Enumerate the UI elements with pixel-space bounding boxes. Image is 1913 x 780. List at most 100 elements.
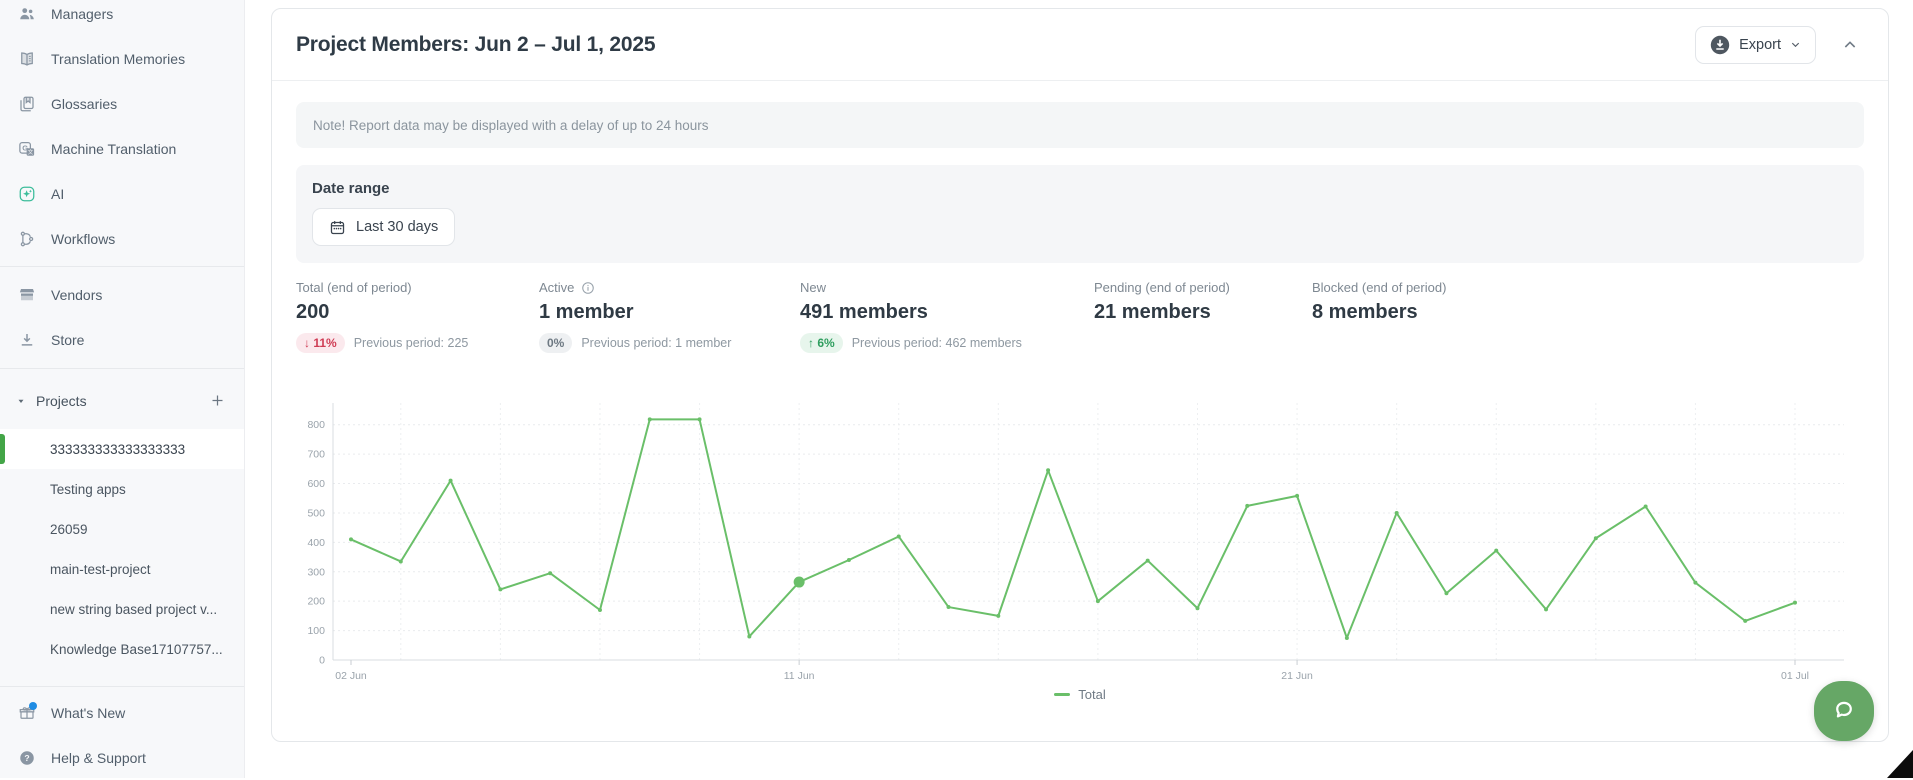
- stat-value: 21 members: [1094, 301, 1312, 324]
- sidebar-item-label: Store: [51, 332, 84, 348]
- caret-down-icon: [1790, 39, 1801, 50]
- book-icon: [18, 50, 36, 68]
- svg-text:?: ?: [24, 753, 29, 763]
- collapse-button[interactable]: [1838, 33, 1862, 57]
- sidebar-item-label: Translation Memories: [51, 51, 185, 67]
- trend-badge: ↑ 6%: [800, 333, 843, 353]
- sidebar-item-label: Glossaries: [51, 96, 117, 112]
- ai-sparkle-icon: [18, 185, 36, 203]
- note-text: Note! Report data may be displayed with …: [313, 118, 709, 133]
- project-item-label: 26059: [50, 522, 88, 537]
- sidebar-item-store[interactable]: Store: [0, 317, 244, 362]
- sidebar-divider: [0, 686, 244, 687]
- sidebar-projects-header[interactable]: Projects: [0, 378, 244, 423]
- sidebar-item-ai[interactable]: AI: [0, 171, 244, 216]
- project-item-selected[interactable]: 333333333333333333: [0, 429, 244, 469]
- project-item[interactable]: main-test-project: [0, 549, 244, 589]
- chevron-down-icon: [14, 392, 28, 410]
- note-banner: Note! Report data may be displayed with …: [296, 102, 1864, 148]
- sidebar-item-glossaries[interactable]: Glossaries: [0, 81, 244, 126]
- date-range-panel: Date range Last 30 days: [296, 165, 1864, 263]
- export-button[interactable]: Export: [1695, 26, 1816, 64]
- project-item-label: 333333333333333333: [50, 442, 185, 457]
- workflow-icon: [18, 230, 36, 248]
- date-range-label: Date range: [312, 180, 1848, 197]
- stat-value: 200: [296, 301, 539, 324]
- date-range-button[interactable]: Last 30 days: [312, 208, 455, 246]
- sidebar-item-help-support[interactable]: ? Help & Support: [0, 735, 244, 780]
- export-label: Export: [1739, 37, 1781, 53]
- sidebar-secondary-nav: Vendors Store: [0, 272, 244, 362]
- project-item-label: Knowledge Base17107757...: [50, 642, 223, 657]
- info-icon[interactable]: [581, 281, 595, 295]
- sidebar-divider: [0, 266, 244, 267]
- sidebar-item-vendors[interactable]: Vendors: [0, 272, 244, 317]
- chevron-up-icon: [1842, 37, 1858, 53]
- stat-label: Active: [539, 280, 574, 295]
- svg-text:800: 800: [307, 419, 325, 431]
- project-item[interactable]: Knowledge Base17107757...: [0, 629, 244, 669]
- stat-value: 491 members: [800, 301, 1094, 324]
- calendar-icon: [329, 219, 346, 236]
- report-card: Project Members: Jun 2 – Jul 1, 2025 Exp…: [271, 8, 1889, 742]
- svg-text:100: 100: [307, 625, 325, 637]
- stat-label: New: [800, 280, 1094, 295]
- svg-text:400: 400: [307, 537, 325, 549]
- svg-text:200: 200: [307, 596, 325, 608]
- stat-pending: Pending (end of period) 21 members: [1094, 280, 1312, 353]
- svg-text:02 Jun: 02 Jun: [335, 670, 367, 682]
- sidebar-item-label: Vendors: [51, 287, 102, 303]
- projects-header-label: Projects: [36, 393, 87, 409]
- download-icon: [18, 331, 36, 349]
- chat-button[interactable]: [1814, 681, 1874, 741]
- export-download-icon: [1710, 35, 1730, 55]
- svg-text:700: 700: [307, 449, 325, 461]
- chat-bubble-icon: [1830, 697, 1858, 725]
- legend-dash-icon: [1054, 693, 1070, 696]
- svg-text:600: 600: [307, 478, 325, 490]
- stat-label: Total (end of period): [296, 280, 539, 295]
- sidebar-item-label: Help & Support: [51, 750, 146, 766]
- cursor-artifact: [1887, 750, 1913, 778]
- stat-value: 1 member: [539, 301, 800, 324]
- sidebar-item-label: Managers: [51, 6, 113, 22]
- date-range-value: Last 30 days: [356, 219, 438, 235]
- stat-label: Blocked (end of period): [1312, 280, 1864, 295]
- project-item-label: Testing apps: [50, 482, 126, 497]
- sidebar-item-whats-new[interactable]: What's New: [0, 690, 244, 735]
- previous-period: Previous period: 1 member: [581, 336, 731, 350]
- active-indicator: [0, 434, 5, 464]
- legend-label: Total: [1078, 687, 1105, 702]
- managers-icon: [18, 5, 36, 23]
- sidebar-item-label: AI: [51, 186, 64, 202]
- trend-badge: 0%: [539, 333, 572, 353]
- project-item[interactable]: new string based project v...: [0, 589, 244, 629]
- svg-text:11 Jun: 11 Jun: [784, 670, 815, 682]
- chart-legend: Total: [296, 687, 1864, 702]
- sidebar-item-translation-memories[interactable]: Translation Memories: [0, 36, 244, 81]
- svg-text:01 Jul: 01 Jul: [1781, 670, 1809, 682]
- stats-row: Total (end of period) 200 ↓ 11% Previous…: [296, 280, 1864, 353]
- stat-total: Total (end of period) 200 ↓ 11% Previous…: [296, 280, 539, 353]
- sidebar: Managers Translation Memories Glossaries…: [0, 0, 245, 778]
- help-icon: ?: [18, 749, 36, 767]
- stat-blocked: Blocked (end of period) 8 members: [1312, 280, 1864, 353]
- project-item[interactable]: 26059: [0, 509, 244, 549]
- notification-dot: [29, 702, 37, 710]
- project-item-label: new string based project v...: [50, 602, 217, 617]
- sidebar-footer-nav: What's New ? Help & Support: [0, 690, 244, 780]
- project-item[interactable]: Testing apps: [0, 469, 244, 509]
- sidebar-item-workflows[interactable]: Workflows: [0, 216, 244, 261]
- stat-label: Pending (end of period): [1094, 280, 1312, 295]
- add-project-button[interactable]: [206, 390, 228, 412]
- sidebar-item-managers[interactable]: Managers: [0, 0, 244, 36]
- svg-text:300: 300: [307, 566, 325, 578]
- sidebar-item-label: Machine Translation: [51, 141, 176, 157]
- storefront-icon: [18, 286, 36, 304]
- trend-badge: ↓ 11%: [296, 333, 345, 353]
- report-header: Project Members: Jun 2 – Jul 1, 2025 Exp…: [272, 9, 1888, 81]
- sidebar-main-nav: Managers Translation Memories Glossaries…: [0, 0, 244, 261]
